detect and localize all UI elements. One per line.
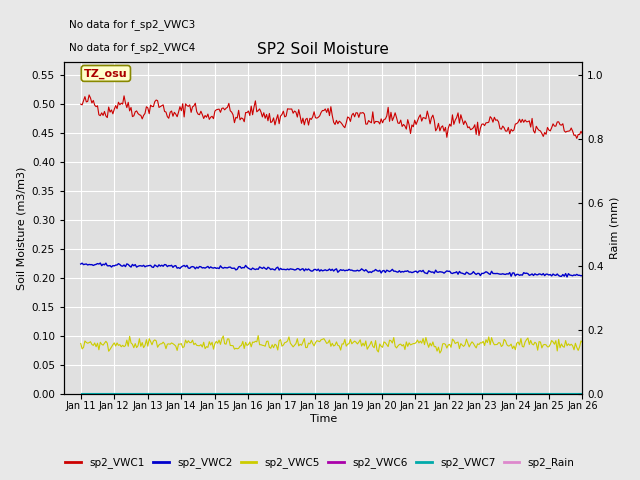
X-axis label: Time: Time bbox=[310, 414, 337, 424]
Text: No data for f_sp2_VWC3: No data for f_sp2_VWC3 bbox=[69, 19, 195, 30]
Legend: sp2_VWC1, sp2_VWC2, sp2_VWC5, sp2_VWC6, sp2_VWC7, sp2_Rain: sp2_VWC1, sp2_VWC2, sp2_VWC5, sp2_VWC6, … bbox=[61, 453, 579, 472]
Y-axis label: Raim (mm): Raim (mm) bbox=[609, 197, 620, 259]
Text: No data for f_sp2_VWC4: No data for f_sp2_VWC4 bbox=[69, 43, 195, 53]
Title: SP2 Soil Moisture: SP2 Soil Moisture bbox=[257, 42, 389, 57]
Text: TZ_osu: TZ_osu bbox=[84, 68, 128, 79]
Y-axis label: Soil Moisture (m3/m3): Soil Moisture (m3/m3) bbox=[16, 166, 26, 290]
